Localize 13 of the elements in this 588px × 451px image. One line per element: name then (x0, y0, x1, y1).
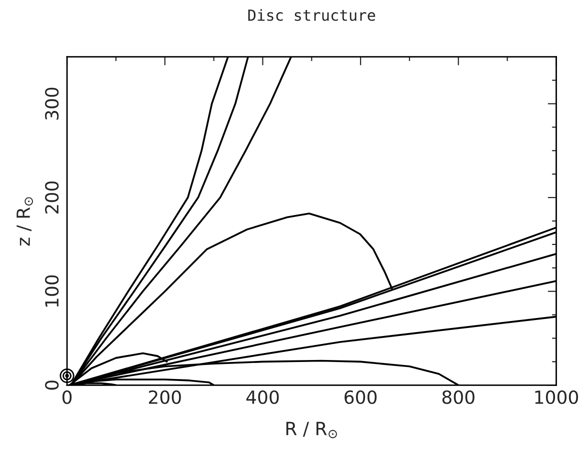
x-tick-label: 400 (246, 390, 279, 404)
x-tick-label: 200 (148, 390, 181, 404)
y-tick-label: 0 (45, 380, 59, 390)
x-tick-label: 800 (442, 390, 474, 404)
y-tick-label: 300 (45, 88, 59, 120)
x-tick-label: 0 (62, 390, 72, 404)
x-axis-title: R / R$_{⊙}$ (286, 422, 337, 438)
y-tick-label: 100 (45, 275, 59, 307)
chart-title: Disc structure (248, 9, 376, 21)
y-axis-title: z / R$_{⊙}$ (16, 197, 33, 246)
y-tick-label: 200 (45, 182, 59, 214)
x-tick-label: 1000 (535, 390, 578, 404)
x-tick-label: 600 (344, 390, 377, 404)
